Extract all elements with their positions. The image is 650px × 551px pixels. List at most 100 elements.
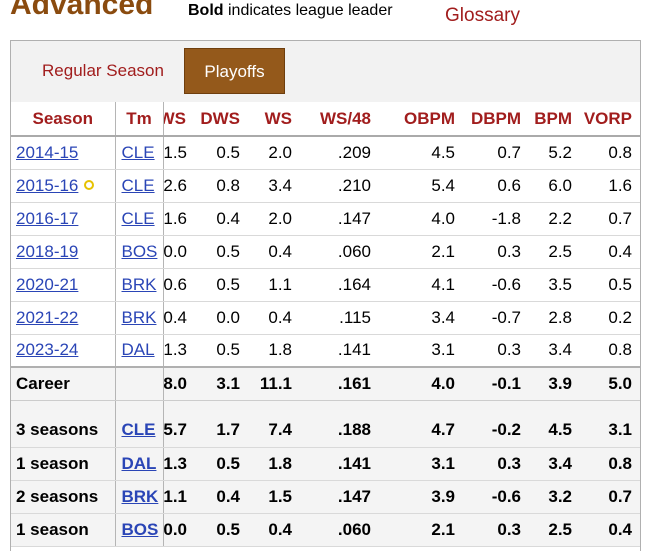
ws48-cell: .115 bbox=[300, 301, 379, 335]
bold-note-word: Bold bbox=[188, 2, 224, 19]
bpm-cell: 4.5 bbox=[529, 414, 580, 448]
ws48-cell: .164 bbox=[300, 268, 379, 302]
team-link[interactable]: CLE bbox=[121, 420, 156, 440]
column-header-season[interactable]: Season bbox=[11, 102, 116, 137]
dbpm-cell: 0.3 bbox=[463, 447, 529, 481]
team-cell: BRK bbox=[115, 268, 164, 302]
dbpm-cell: -0.2 bbox=[463, 414, 529, 448]
vorp-cell: 0.4 bbox=[580, 513, 640, 547]
season-wrap: 2016-17 bbox=[16, 209, 78, 228]
dws-cell: 0.5 bbox=[194, 235, 248, 269]
dbpm-cell: -0.1 bbox=[463, 366, 529, 401]
spacer-cell bbox=[379, 513, 396, 547]
ws48-cell: .209 bbox=[300, 136, 379, 170]
gap-cell bbox=[379, 400, 396, 414]
column-header-vorp[interactable]: VORP bbox=[580, 102, 640, 137]
table-row: 2015-16 CLE 2.6 0.8 3.4.210 5.4 0.6 6.0 1.6 bbox=[11, 169, 640, 203]
ows-cell: 1.3 bbox=[163, 447, 194, 481]
team-link[interactable]: BRK bbox=[121, 486, 159, 506]
summary-label: 1 season bbox=[16, 519, 89, 539]
team-link[interactable]: CLE bbox=[121, 175, 155, 195]
column-header-ows[interactable]: WS bbox=[163, 102, 194, 137]
ows-cell: 0.6 bbox=[163, 268, 194, 302]
team-link[interactable]: BRK bbox=[121, 274, 157, 294]
season-cell: 2016-17 bbox=[11, 202, 116, 236]
dws-cell: 0.5 bbox=[194, 513, 248, 547]
column-header-dws[interactable]: DWS bbox=[194, 102, 248, 137]
bpm-cell: 3.2 bbox=[529, 480, 580, 514]
bpm-cell: 3.4 bbox=[529, 334, 580, 368]
note-text: indicates league leader bbox=[223, 2, 393, 19]
team-summary-row: 1 season BOS 0.0 0.5 0.4.060 2.1 0.3 2.5 0.4 bbox=[11, 513, 640, 547]
team-cell: BOS bbox=[115, 513, 164, 547]
table-row: 2016-17 CLE 1.6 0.4 2.0.147 4.0 -1.8 2.2 0.7 bbox=[11, 202, 640, 236]
bpm-cell: 2.5 bbox=[529, 235, 580, 269]
column-header-ws48[interactable]: WS/48 bbox=[300, 102, 379, 137]
ows-cell: 1.3 bbox=[163, 334, 194, 368]
team-link[interactable]: BOS bbox=[121, 241, 158, 261]
season-link[interactable]: 2020-21 bbox=[16, 274, 79, 294]
team-link[interactable]: CLE bbox=[121, 142, 155, 162]
vorp-cell: 3.1 bbox=[580, 414, 640, 448]
obpm-cell: 5.4 bbox=[396, 169, 463, 203]
obpm-cell: 4.0 bbox=[396, 202, 463, 236]
season-link[interactable]: 2015-16 bbox=[16, 175, 79, 195]
season-link[interactable]: 2023-24 bbox=[16, 340, 79, 360]
team-link[interactable]: CLE bbox=[121, 208, 155, 228]
column-header-bpm[interactable]: BPM bbox=[529, 102, 580, 137]
glossary-link[interactable]: Glossary bbox=[445, 5, 520, 26]
obpm-cell: 3.4 bbox=[396, 301, 463, 335]
league-leader-note: Bold indicates league leader bbox=[188, 2, 393, 20]
team-link[interactable]: DAL bbox=[121, 453, 157, 473]
spacer-cell bbox=[379, 268, 396, 302]
gap-cell bbox=[163, 400, 194, 414]
season-wrap: 2014-15 bbox=[16, 143, 78, 162]
team-link[interactable]: BOS bbox=[121, 519, 159, 539]
spacer-cell bbox=[379, 366, 396, 401]
season-link[interactable]: 2014-15 bbox=[16, 142, 79, 162]
ws-cell: 11.1 bbox=[248, 366, 300, 401]
gap-cell bbox=[396, 400, 463, 414]
dws-cell: 0.5 bbox=[194, 334, 248, 368]
spacer-cell bbox=[379, 202, 396, 236]
summary-label: 3 seasons bbox=[16, 420, 99, 440]
column-header-ws[interactable]: WS bbox=[248, 102, 300, 137]
column-header-dbpm[interactable]: DBPM bbox=[463, 102, 529, 137]
gap-cell bbox=[300, 400, 379, 414]
dws-cell: 3.1 bbox=[194, 366, 248, 401]
season-cell: 2020-21 bbox=[11, 268, 116, 302]
team-cell: CLE bbox=[115, 169, 164, 203]
team-link[interactable]: BRK bbox=[121, 307, 157, 327]
season-cell: 2014-15 bbox=[11, 136, 116, 170]
ws-cell: 0.4 bbox=[248, 513, 300, 547]
season-cell: 1 season bbox=[11, 513, 116, 547]
season-cell: 2 seasons bbox=[11, 480, 116, 514]
team-summary-row: 3 seasons CLE 5.7 1.7 7.4.188 4.7 -0.2 4.5 3.1 bbox=[11, 414, 640, 448]
column-header-obpm[interactable]: OBPM bbox=[396, 102, 463, 137]
bpm-cell: 2.8 bbox=[529, 301, 580, 335]
ws48-cell: .188 bbox=[300, 414, 379, 448]
dws-cell: 0.5 bbox=[194, 447, 248, 481]
table-row: 2021-22 BRK 0.4 0.0 0.4.115 3.4 -0.7 2.8 0.2 bbox=[11, 301, 640, 335]
season-cell: 1 season bbox=[11, 447, 116, 481]
bpm-cell: 3.9 bbox=[529, 366, 580, 401]
tab-regular-season[interactable]: Regular Season bbox=[42, 61, 164, 80]
season-link[interactable]: 2016-17 bbox=[16, 208, 79, 228]
season-cell: 2023-24 bbox=[11, 334, 116, 368]
season-link[interactable]: 2021-22 bbox=[16, 307, 79, 327]
season-link[interactable]: 2018-19 bbox=[16, 241, 79, 261]
table-body: 2014-15 CLE 1.5 0.5 2.0.209 4.5 0.7 5.2 0.8 2015-… bbox=[11, 136, 640, 547]
season-wrap: 2021-22 bbox=[16, 308, 78, 327]
spacer-cell bbox=[379, 447, 396, 481]
tab-playoffs[interactable]: Playoffs bbox=[184, 48, 285, 94]
spacer-cell bbox=[379, 169, 396, 203]
vorp-cell: 1.6 bbox=[580, 169, 640, 203]
team-link[interactable]: DAL bbox=[121, 340, 155, 360]
obpm-cell: 2.1 bbox=[396, 235, 463, 269]
vorp-cell: 0.7 bbox=[580, 202, 640, 236]
dbpm-cell: 0.6 bbox=[463, 169, 529, 203]
bpm-cell: 5.2 bbox=[529, 136, 580, 170]
ows-cell: 8.0 bbox=[163, 366, 194, 401]
column-header-team[interactable]: Tm bbox=[115, 102, 164, 137]
team-cell bbox=[115, 366, 164, 401]
